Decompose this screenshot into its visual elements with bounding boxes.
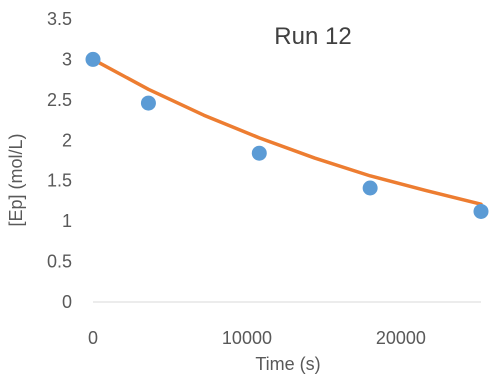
chart-title: Run 12 <box>274 23 351 50</box>
data-point <box>362 180 378 196</box>
data-point <box>140 95 156 111</box>
x-axis-title: Time (s) <box>255 354 320 374</box>
y-tick-label: 0 <box>62 292 72 312</box>
data-point <box>473 203 489 219</box>
data-points <box>85 51 489 219</box>
x-tick-label: 20000 <box>376 328 426 348</box>
x-tick-label: 10000 <box>222 328 272 348</box>
y-tick-label: 2.5 <box>47 90 72 110</box>
y-tick-label: 0.5 <box>47 252 72 272</box>
fit-curve-line <box>91 57 483 206</box>
x-axis: 0 10000 20000 <box>88 328 426 348</box>
x-tick-label: 0 <box>88 328 98 348</box>
y-axis-title: [Ep] (mol/L) <box>6 133 26 226</box>
data-point <box>85 51 101 67</box>
y-tick-label: 3 <box>62 49 72 69</box>
y-axis: 0 0.5 1 1.5 2 2.5 3 3.5 <box>47 9 72 312</box>
data-point <box>251 145 267 161</box>
y-tick-label: 1.5 <box>47 171 72 191</box>
y-tick-label: 3.5 <box>47 9 72 29</box>
fit-curve <box>91 57 483 206</box>
y-tick-label: 1 <box>62 211 72 231</box>
y-tick-label: 2 <box>62 130 72 150</box>
